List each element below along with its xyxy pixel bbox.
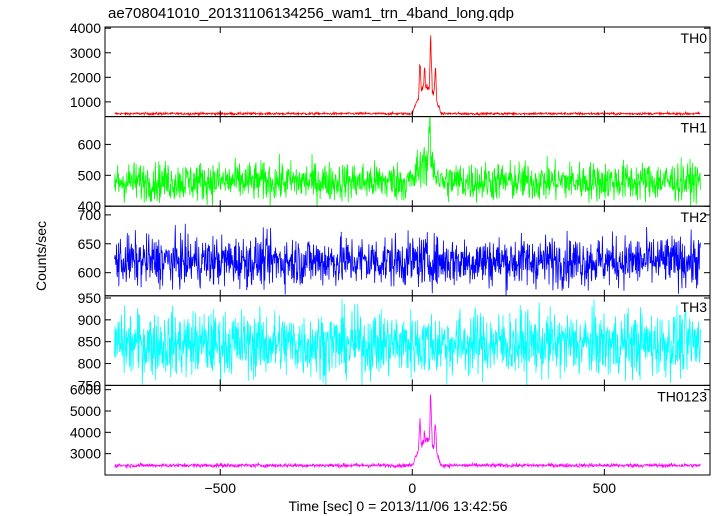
y-tick-label: 3000 xyxy=(70,446,101,462)
y-tick-label: 1000 xyxy=(70,94,101,110)
x-axis-label: Time [sec] 0 = 2013/11/06 13:42:56 xyxy=(288,498,507,514)
y-tick-label: 4000 xyxy=(70,424,101,440)
y-tick-label: 600 xyxy=(78,265,102,281)
y-tick-label: 5000 xyxy=(70,403,101,419)
y-tick-label: 400 xyxy=(78,198,102,214)
y-tick-label: 650 xyxy=(78,236,102,252)
y-tick-label: 800 xyxy=(78,356,102,372)
panel-label-th3: TH3 xyxy=(681,299,708,315)
y-tick-label: 3000 xyxy=(70,45,101,61)
series-line-th0 xyxy=(114,35,701,117)
panel-frame xyxy=(104,26,711,118)
y-tick-label: 850 xyxy=(78,334,102,350)
y-tick-label: 950 xyxy=(78,290,102,306)
panel-label-th0123: TH0123 xyxy=(657,388,707,404)
series-line-th3 xyxy=(114,299,701,386)
y-tick-label: 750 xyxy=(78,377,102,393)
panel-frame xyxy=(104,384,711,476)
series-line-th2 xyxy=(114,223,701,296)
panel-label-th2: TH2 xyxy=(681,209,708,225)
y-tick-label: 600 xyxy=(78,136,102,152)
y-axis-label: Counts/sec xyxy=(33,221,49,291)
y-tick-label: 4000 xyxy=(70,20,101,36)
panel-label-th0: TH0 xyxy=(681,30,708,46)
y-tick-label: 700 xyxy=(78,207,102,223)
x-tick-label: 500 xyxy=(593,480,617,496)
series-line-th1 xyxy=(114,116,701,207)
y-tick-label: 500 xyxy=(78,167,102,183)
series-line-th0123 xyxy=(114,394,701,470)
y-tick-label: 6000 xyxy=(70,382,101,398)
panels-group: 1000 2000 3000 4000 TH0 400 500 600 TH1 600 650 700… xyxy=(70,20,711,496)
chart-title: ae708041010_20131106134256_wam1_trn_4ban… xyxy=(108,5,514,22)
y-tick-label: 900 xyxy=(78,312,102,328)
panel-label-th1: TH1 xyxy=(681,120,708,136)
x-tick-label: 0 xyxy=(408,480,416,496)
x-tick-label: −500 xyxy=(204,480,236,496)
y-tick-label: 2000 xyxy=(70,69,101,85)
